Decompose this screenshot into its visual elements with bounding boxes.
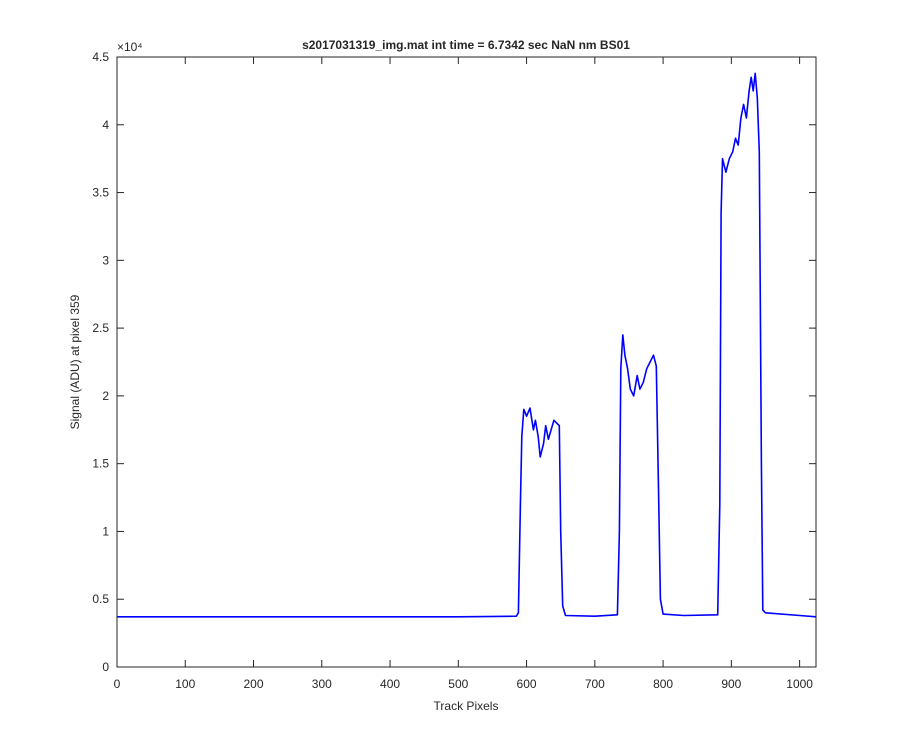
x-tick-label: 900 (721, 677, 741, 691)
axis-tick-labels: 0 100 200 300 400 500 600 700 800 900 1000 0 0.5 1 1.5… (92, 50, 813, 691)
y-tick-label: 3.5 (92, 186, 109, 200)
x-tick-label: 0 (114, 677, 121, 691)
x-tick-label: 500 (448, 677, 468, 691)
y-tick-label: 0.5 (92, 592, 109, 606)
x-tick-label: 300 (312, 677, 332, 691)
y-tick-label: 2.5 (92, 321, 109, 335)
y-tick-label: 0 (102, 660, 109, 674)
plot-area-background (117, 57, 816, 667)
y-tick-label: 1 (102, 524, 109, 538)
x-tick-label: 100 (175, 677, 195, 691)
plot-area-frame (116, 56, 817, 668)
x-tick-label: 200 (244, 677, 264, 691)
x-tick-label: 1000 (786, 677, 813, 691)
y-axis-label: Signal (ADU) at pixel 359 (68, 294, 82, 429)
signal-series-line (117, 72, 817, 618)
x-tick-label: 700 (585, 677, 605, 691)
y-tick-label: 2 (102, 389, 109, 403)
chart-title: s2017031319_img.mat int time = 6.7342 se… (302, 38, 630, 52)
x-axis-label: Track Pixels (434, 699, 499, 713)
y-tick-label: 1.5 (92, 457, 109, 471)
y-tick-label: 3 (102, 253, 109, 267)
y-tick-label: 4 (102, 118, 109, 132)
y-axis-exponent: ×10⁴ (117, 40, 143, 54)
x-tick-label: 400 (380, 677, 400, 691)
x-tick-label: 600 (517, 677, 537, 691)
x-tick-label: 800 (653, 677, 673, 691)
y-tick-label: 4.5 (92, 50, 109, 64)
